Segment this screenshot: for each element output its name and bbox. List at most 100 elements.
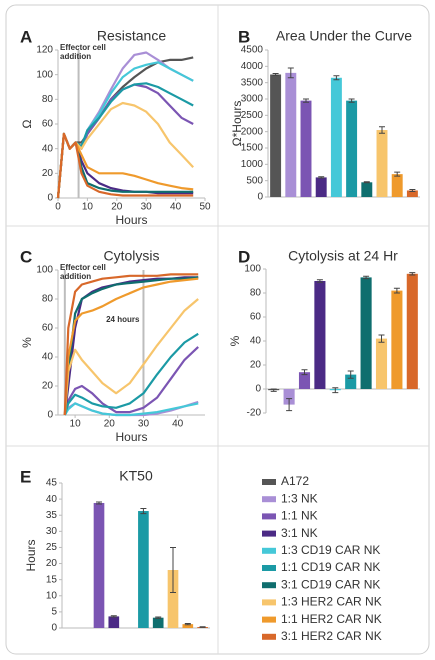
series-line xyxy=(63,402,199,417)
error-bar xyxy=(363,181,370,184)
y-tick-label: 40 xyxy=(42,143,54,154)
error-bar xyxy=(318,176,325,179)
y-tick-label: 60 xyxy=(42,119,54,130)
x-tick-label: 40 xyxy=(172,419,184,430)
y-axis-label: Ω xyxy=(20,119,34,128)
error-bar xyxy=(316,279,323,283)
bar xyxy=(360,277,372,389)
series-line xyxy=(56,132,194,199)
error-bar xyxy=(286,398,293,412)
error-bar xyxy=(409,188,416,192)
error-bar xyxy=(155,616,162,619)
y-tick-label: 60 xyxy=(42,323,54,334)
bar xyxy=(406,190,418,197)
y-tick-label: 10 xyxy=(46,590,58,601)
error-bar xyxy=(96,501,102,505)
bar xyxy=(391,290,403,389)
y-tick-label: 5 xyxy=(51,607,57,618)
y-tick-label: 120 xyxy=(36,45,53,56)
y-tick-label: 35 xyxy=(46,510,58,521)
bar xyxy=(283,389,295,405)
error-bar xyxy=(333,75,340,81)
error-bar xyxy=(363,275,370,280)
y-axis-label: % xyxy=(228,335,242,346)
y-axis-label: % xyxy=(20,337,34,348)
y-tick-label: 1500 xyxy=(241,143,264,154)
y-tick-label: 25 xyxy=(46,542,58,553)
bar xyxy=(93,502,105,628)
series-line xyxy=(63,273,199,416)
bar xyxy=(330,77,342,197)
y-tick-label: 0 xyxy=(47,193,53,204)
y-tick-label: 20 xyxy=(42,168,54,179)
y-tick-label: 100 xyxy=(244,264,261,275)
annotation: Effector cell xyxy=(60,43,106,52)
x-tick-label: 40 xyxy=(170,202,182,213)
error-bar xyxy=(394,171,401,177)
bar xyxy=(182,624,194,628)
panel-letter: B xyxy=(238,27,250,46)
error-bar xyxy=(199,626,206,628)
series-line xyxy=(63,332,199,416)
y-tick-label: 80 xyxy=(250,288,262,299)
error-bar xyxy=(303,98,309,103)
error-bar xyxy=(409,272,416,276)
legend-label: 3:1 CD19 CAR NK xyxy=(281,577,380,591)
legend-label: A172 xyxy=(281,474,309,488)
y-tick-label: 40 xyxy=(46,494,58,505)
y-tick-label: 3500 xyxy=(241,77,264,88)
error-bar xyxy=(270,388,277,392)
y-tick-label: -20 xyxy=(247,408,262,419)
bar xyxy=(270,74,282,197)
annotation: addition xyxy=(60,272,91,281)
x-tick-label: 10 xyxy=(82,202,94,213)
y-tick-label: 1000 xyxy=(241,159,264,170)
x-tick-label: 30 xyxy=(138,419,150,430)
error-bar xyxy=(110,615,117,618)
bar xyxy=(138,511,149,628)
error-bar xyxy=(379,126,385,134)
legend-label: 1:3 CD19 CAR NK xyxy=(281,543,380,557)
chart-title: Resistance xyxy=(97,28,166,44)
bar xyxy=(315,177,327,197)
series-line xyxy=(63,346,199,416)
error-bar xyxy=(348,98,355,103)
y-tick-label: 15 xyxy=(46,574,58,585)
x-tick-label: 10 xyxy=(70,419,82,430)
annotation: Effector cell xyxy=(60,263,106,272)
chart-title: KT50 xyxy=(119,468,153,484)
bar xyxy=(285,72,297,197)
bar xyxy=(361,182,373,197)
bar xyxy=(108,616,120,628)
x-tick-label: 20 xyxy=(111,202,123,213)
legend-label: 1:3 NK xyxy=(281,491,318,505)
series-line xyxy=(63,276,199,416)
y-tick-label: 30 xyxy=(46,526,58,537)
bar xyxy=(391,174,403,197)
y-axis-label: Hours xyxy=(24,539,38,571)
x-tick-label: 50 xyxy=(199,202,211,213)
y-tick-label: 0 xyxy=(47,410,53,421)
y-tick-label: 0 xyxy=(257,192,263,203)
legend-label: 1:1 CD19 CAR NK xyxy=(281,560,380,574)
legend-label: 3:1 HER2 CAR NK xyxy=(281,629,382,643)
y-tick-label: 100 xyxy=(36,265,53,276)
y-tick-label: 2000 xyxy=(241,126,264,137)
bar xyxy=(167,570,179,628)
panel-letter: E xyxy=(20,467,31,486)
y-tick-label: 100 xyxy=(36,69,53,80)
chart-title: Area Under the Curve xyxy=(276,28,412,44)
x-tick-label: 20 xyxy=(104,419,116,430)
x-tick-label: 0 xyxy=(55,202,61,213)
y-tick-label: 60 xyxy=(250,312,262,323)
x-tick-label: 30 xyxy=(141,202,153,213)
y-tick-label: 4000 xyxy=(241,61,264,72)
annotation: 24 hours xyxy=(106,315,140,324)
error-bar xyxy=(393,287,400,294)
y-tick-label: 80 xyxy=(42,94,54,105)
y-tick-label: 20 xyxy=(42,381,54,392)
y-tick-label: 20 xyxy=(250,360,262,371)
bar xyxy=(314,281,326,389)
y-tick-label: 500 xyxy=(246,175,263,186)
